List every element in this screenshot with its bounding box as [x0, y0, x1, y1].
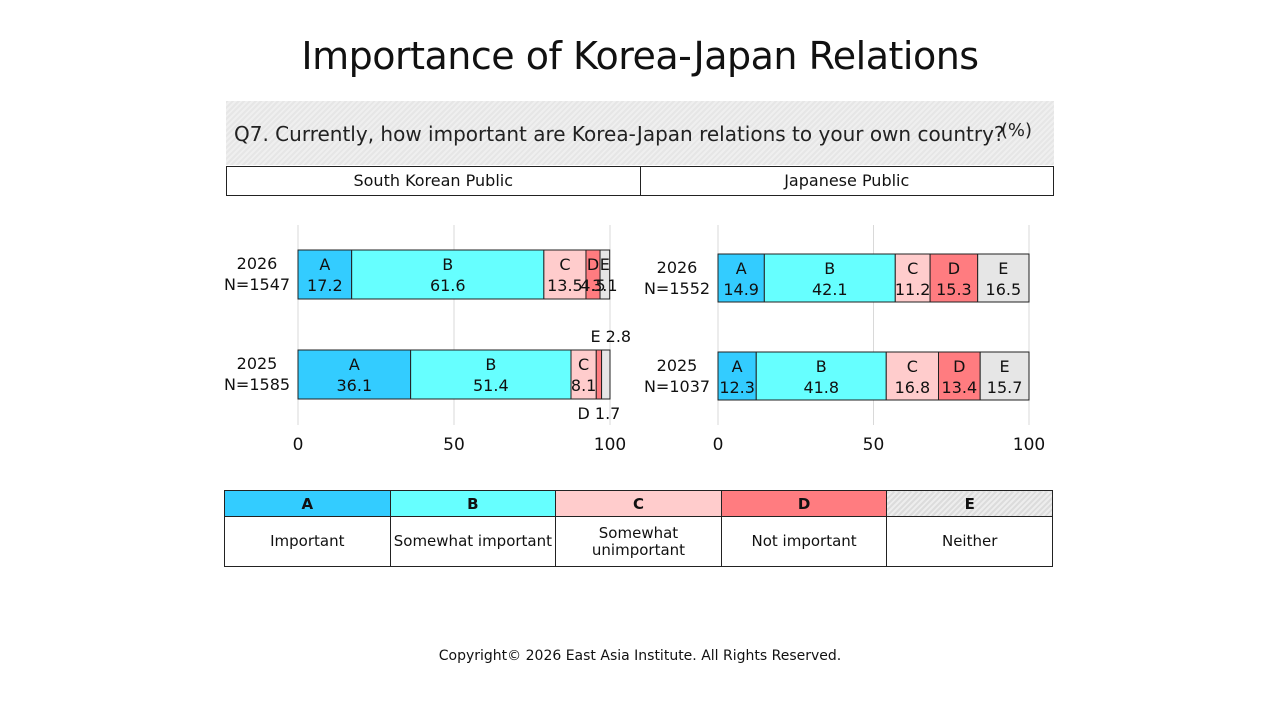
segment-code-label: A: [732, 357, 743, 376]
row-year-label: 2025: [237, 354, 278, 373]
x-tick-label: 100: [1013, 435, 1045, 455]
segment-value-label: 3.1: [592, 276, 617, 295]
bar-segment-c: [543, 249, 587, 300]
segment-code-label: D: [948, 259, 960, 278]
segment-code-label: A: [349, 355, 360, 374]
segment-value-label: 11.2: [895, 280, 931, 299]
x-tick-label: 100: [594, 435, 626, 455]
segment-value-label: 15.7: [987, 378, 1023, 397]
x-tick-label: 0: [293, 435, 304, 455]
bar-segment-c: [570, 349, 597, 400]
segment-value-label: 36.1: [337, 376, 373, 395]
segment-value-label: 42.1: [812, 280, 848, 299]
legend-label-c: Somewhat unimportant: [555, 516, 722, 567]
segment-value-label: 61.6: [430, 276, 466, 295]
segment-code-label: A: [736, 259, 747, 278]
legend-label-b: Somewhat important: [389, 516, 557, 567]
bar-segment-b: [763, 253, 896, 303]
row-n-label: N=1037: [644, 377, 710, 396]
segment-code-label: E: [1000, 357, 1010, 376]
segment-value-label: 16.8: [895, 378, 931, 397]
page-title: Importance of Korea-Japan Relations: [301, 34, 979, 78]
legend-code-d: D: [720, 490, 888, 517]
bar-segment-e: [599, 249, 611, 300]
segment-code-label: B: [485, 355, 496, 374]
row-year-label: 2026: [657, 258, 698, 277]
row-n-label: N=1552: [644, 279, 710, 298]
bar-segment-b: [351, 249, 545, 300]
legend-label-e: Neither: [886, 516, 1053, 567]
segment-value-label: 41.8: [803, 378, 839, 397]
segment-code-label: B: [442, 255, 453, 274]
bar-segment-a: [297, 349, 412, 400]
bar-segment-c: [894, 253, 931, 303]
question-text: Q7. Currently, how important are Korea-J…: [234, 122, 1005, 146]
bar-segment-a: [297, 249, 353, 300]
segment-callout-label: D 1.7: [577, 404, 620, 423]
question-box: Q7. Currently, how important are Korea-J…: [226, 101, 1054, 165]
segment-code-label: B: [816, 357, 827, 376]
segment-callout-label: E 2.8: [590, 327, 631, 346]
unit-label: (%): [1000, 120, 1032, 141]
segment-value-label: 13.5: [547, 276, 583, 295]
segment-value-label: 13.4: [942, 378, 978, 397]
bar-segment-e: [601, 349, 611, 400]
x-tick-label: 50: [863, 435, 885, 455]
legend-label-d: Not important: [720, 516, 888, 567]
bar-segment-d: [595, 349, 603, 400]
segment-value-label: 17.2: [307, 276, 343, 295]
segment-value-label: 8.1: [571, 376, 596, 395]
copyright-footer: Copyright© 2026 East Asia Institute. All…: [438, 648, 842, 664]
row-year-label: 2026: [237, 254, 278, 273]
segment-value-label: 15.3: [936, 280, 972, 299]
legend-code-e: E: [886, 490, 1053, 517]
segment-value-label: 14.9: [723, 280, 759, 299]
bar-segment-e: [977, 253, 1030, 303]
segment-code-label: C: [559, 255, 570, 274]
bar-segment-d: [929, 253, 979, 303]
legend-label-a: Important: [224, 516, 391, 567]
x-tick-label: 0: [713, 435, 724, 455]
row-year-label: 2025: [657, 356, 698, 375]
segment-value-label: 4.5: [580, 276, 605, 295]
panel-header-korea: South Korean Public: [353, 171, 514, 190]
bar-segment-e: [979, 351, 1030, 401]
segment-code-label: D: [587, 255, 599, 274]
legend-code-c: C: [555, 490, 722, 517]
legend-code-a: A: [224, 490, 391, 517]
segment-value-label: 51.4: [473, 376, 509, 395]
legend-code-b: B: [389, 490, 557, 517]
segment-code-label: C: [907, 357, 918, 376]
panel-headers: South Korean Public Japanese Public: [226, 166, 1054, 196]
panel-header-japan: Japanese Public: [639, 167, 1054, 195]
bar-segment-d: [937, 351, 981, 401]
segment-code-label: E: [998, 259, 1008, 278]
segment-value-label: 16.5: [986, 280, 1022, 299]
segment-code-label: A: [319, 255, 330, 274]
segment-code-label: E: [600, 255, 610, 274]
row-n-label: N=1547: [224, 275, 290, 294]
row-n-label: N=1585: [224, 375, 290, 394]
x-tick-label: 50: [443, 435, 465, 455]
segment-code-label: D: [953, 357, 965, 376]
legend-table: A B C D E Important Somewhat important S…: [224, 490, 1053, 567]
segment-code-label: B: [824, 259, 835, 278]
bar-segment-c: [885, 351, 939, 401]
segment-code-label: C: [907, 259, 918, 278]
segment-value-label: 12.3: [719, 378, 755, 397]
segment-code-label: C: [578, 355, 589, 374]
